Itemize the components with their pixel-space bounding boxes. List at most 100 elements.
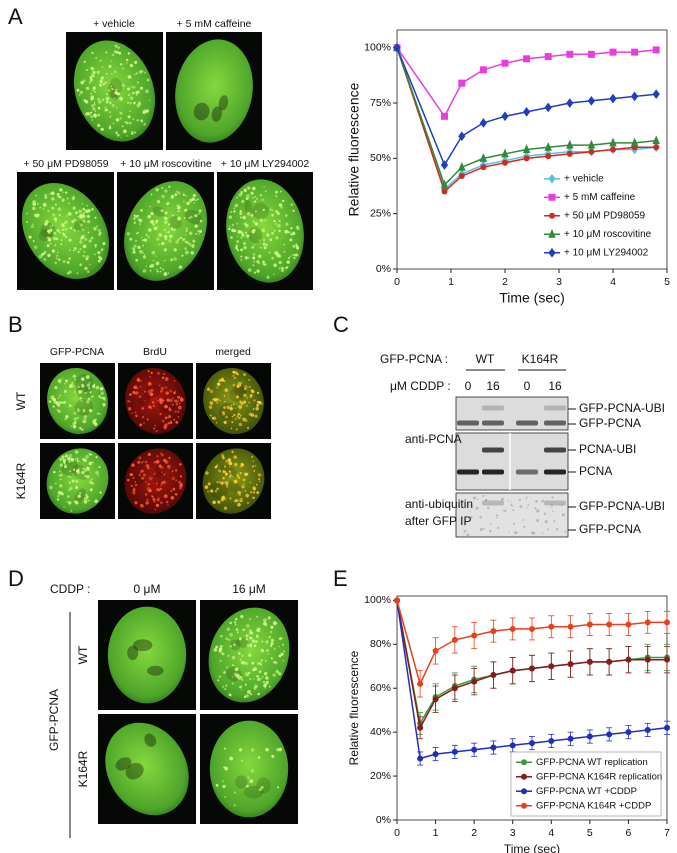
focus: [149, 376, 152, 378]
focus: [234, 418, 237, 420]
focus: [228, 227, 231, 231]
focus: [184, 250, 189, 255]
focus: [79, 263, 83, 267]
focus: [284, 229, 289, 234]
blot-noise: [466, 533, 470, 537]
focus: [177, 395, 181, 399]
focus: [47, 238, 52, 242]
nucleus: [209, 720, 289, 818]
focus: [222, 784, 226, 789]
focus: [265, 676, 269, 680]
focus: [158, 384, 161, 387]
focus: [91, 482, 94, 485]
focus: [88, 409, 93, 413]
blot-noise: [535, 499, 538, 503]
band: [516, 420, 538, 426]
focus: [47, 244, 50, 247]
focus: [101, 98, 105, 102]
focus: [159, 400, 163, 405]
focus: [295, 243, 298, 246]
focus: [278, 203, 283, 207]
focus: [280, 652, 284, 656]
focus: [154, 508, 157, 511]
focus: [84, 392, 87, 394]
focus: [199, 230, 203, 233]
focus: [64, 418, 67, 421]
marker: [501, 148, 509, 158]
focus: [115, 88, 118, 91]
focus: [76, 469, 80, 473]
focus: [79, 90, 84, 95]
focus: [275, 236, 279, 240]
y-tick-label: 100%: [364, 41, 391, 53]
band-label: PCNA: [579, 464, 612, 478]
marker: [479, 66, 487, 74]
focus: [241, 654, 244, 657]
blot-noise: [504, 509, 507, 512]
focus: [239, 497, 243, 502]
focus: [80, 237, 83, 239]
focus: [155, 482, 158, 485]
focus: [83, 61, 86, 64]
focus: [227, 458, 232, 462]
marker: [664, 656, 670, 663]
focus: [161, 186, 164, 190]
panel-label: A: [8, 4, 23, 29]
focus: [264, 263, 267, 266]
focus: [232, 374, 235, 377]
focus: [255, 406, 259, 411]
focus: [100, 397, 103, 400]
focus: [249, 481, 252, 484]
focus: [86, 270, 90, 273]
focus: [87, 397, 91, 401]
focus: [164, 189, 168, 193]
focus: [98, 100, 102, 104]
focus: [239, 658, 242, 661]
focus: [270, 657, 273, 660]
focus: [261, 640, 264, 643]
focus: [113, 97, 115, 100]
marker: [653, 144, 660, 151]
focus: [51, 197, 55, 201]
focus: [235, 246, 239, 250]
marker: [544, 102, 552, 113]
focus: [87, 499, 90, 502]
focus: [248, 412, 253, 417]
focus: [112, 122, 115, 125]
focus: [225, 459, 229, 463]
marker: [544, 142, 552, 151]
focus: [63, 463, 67, 467]
marker: [480, 164, 487, 171]
marker: [490, 744, 497, 751]
focus: [218, 481, 221, 484]
nucleus: [73, 40, 156, 142]
focus: [141, 476, 145, 480]
row-label: K164R: [14, 462, 28, 499]
focus: [218, 647, 223, 651]
focus: [144, 480, 147, 483]
focus: [148, 476, 153, 481]
blot-noise: [476, 498, 479, 500]
focus: [147, 215, 151, 219]
focus: [157, 497, 160, 500]
band: [544, 447, 566, 453]
focus: [54, 385, 58, 390]
focus: [211, 491, 214, 493]
focus: [132, 91, 135, 95]
focus: [77, 408, 80, 410]
focus: [168, 456, 171, 459]
focus: [216, 481, 219, 484]
focus: [80, 80, 84, 85]
focus: [244, 231, 247, 234]
focus: [252, 460, 255, 462]
marker: [566, 139, 574, 149]
x-tick-label: 1: [433, 827, 439, 839]
focus: [205, 471, 209, 475]
focus: [81, 389, 84, 392]
focus: [239, 685, 242, 689]
focus: [252, 232, 255, 234]
focus: [99, 83, 103, 87]
focus: [257, 692, 260, 696]
focus: [133, 214, 136, 217]
focus: [77, 251, 80, 254]
